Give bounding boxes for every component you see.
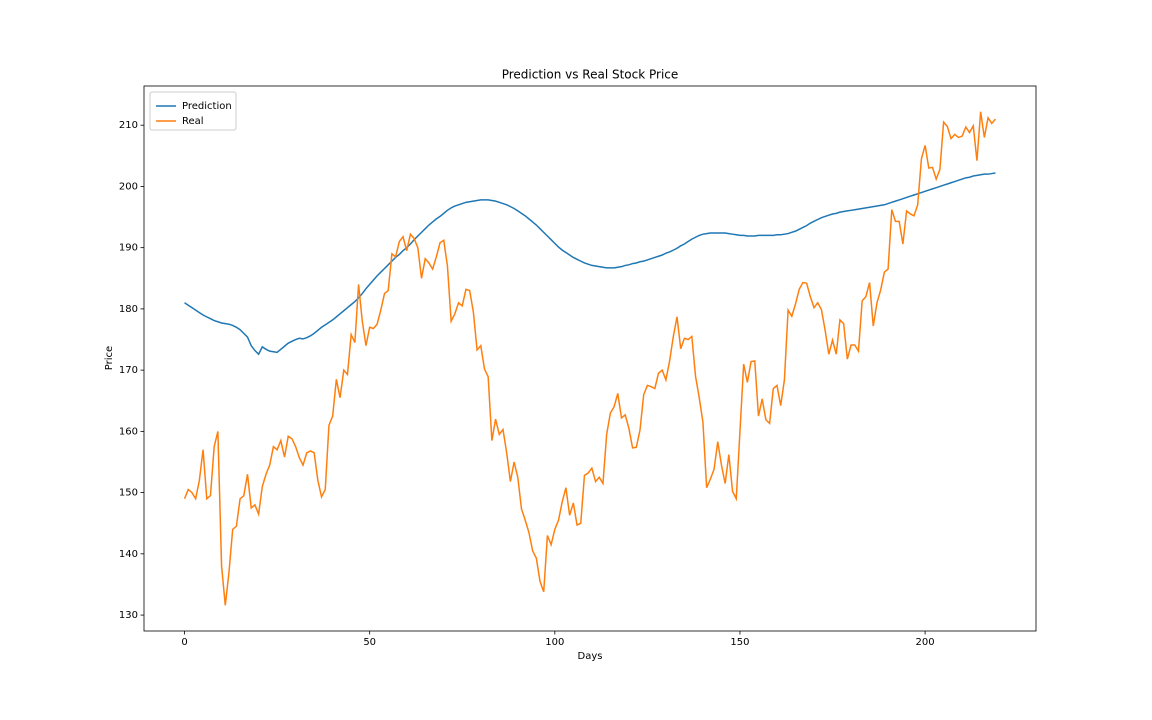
- y-axis-label: Price: [104, 346, 115, 370]
- x-tick-label: 200: [916, 637, 935, 648]
- y-tick-label: 170: [119, 365, 138, 376]
- y-tick-label: 210: [119, 120, 138, 131]
- y-tick-label: 190: [119, 243, 138, 254]
- x-tick-label: 0: [181, 637, 187, 648]
- line-series: [184, 172, 996, 356]
- y-tick-label: 160: [119, 426, 138, 437]
- y-tick-label: 180: [119, 304, 138, 315]
- y-tick-label: 200: [119, 181, 138, 192]
- x-tick-label: 150: [730, 637, 749, 648]
- plot-frame: [143, 85, 1037, 632]
- line-series: [183, 111, 997, 606]
- chart-title: Prediction vs Real Stock Price: [502, 68, 679, 82]
- x-tick-label: 100: [545, 637, 564, 648]
- y-tick-label: 150: [119, 488, 138, 499]
- y-tick-label: 140: [119, 549, 138, 560]
- x-tick-label: 50: [363, 637, 376, 648]
- y-tick-label: 130: [119, 610, 138, 621]
- legend-label: Prediction: [182, 101, 232, 112]
- x-axis-label: Days: [578, 651, 603, 662]
- legend-label: Real: [182, 116, 204, 127]
- legend: Prediction Real: [149, 91, 237, 131]
